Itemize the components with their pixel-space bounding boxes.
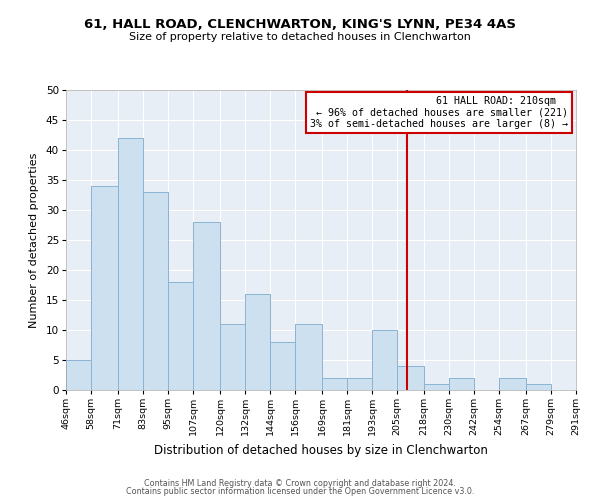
Bar bbox=[168, 282, 193, 390]
Text: Contains HM Land Registry data © Crown copyright and database right 2024.: Contains HM Land Registry data © Crown c… bbox=[144, 478, 456, 488]
Bar bbox=[245, 294, 270, 390]
Bar bbox=[397, 366, 424, 390]
Bar bbox=[526, 384, 551, 390]
X-axis label: Distribution of detached houses by size in Clenchwarton: Distribution of detached houses by size … bbox=[154, 444, 488, 456]
Bar bbox=[143, 192, 168, 390]
Bar bbox=[118, 138, 143, 390]
Bar bbox=[424, 384, 449, 390]
Bar bbox=[91, 186, 118, 390]
Bar bbox=[372, 330, 397, 390]
Text: 61 HALL ROAD: 210sqm  
← 96% of detached houses are smaller (221)
3% of semi-det: 61 HALL ROAD: 210sqm ← 96% of detached h… bbox=[310, 96, 568, 129]
Text: Contains public sector information licensed under the Open Government Licence v3: Contains public sector information licen… bbox=[126, 487, 474, 496]
Text: 61, HALL ROAD, CLENCHWARTON, KING'S LYNN, PE34 4AS: 61, HALL ROAD, CLENCHWARTON, KING'S LYNN… bbox=[84, 18, 516, 30]
Text: Size of property relative to detached houses in Clenchwarton: Size of property relative to detached ho… bbox=[129, 32, 471, 42]
Y-axis label: Number of detached properties: Number of detached properties bbox=[29, 152, 39, 328]
Bar bbox=[270, 342, 295, 390]
Bar bbox=[322, 378, 347, 390]
Bar bbox=[449, 378, 474, 390]
Bar bbox=[295, 324, 322, 390]
Bar bbox=[499, 378, 526, 390]
Bar bbox=[66, 360, 91, 390]
Bar bbox=[193, 222, 220, 390]
Bar bbox=[347, 378, 372, 390]
Bar bbox=[220, 324, 245, 390]
